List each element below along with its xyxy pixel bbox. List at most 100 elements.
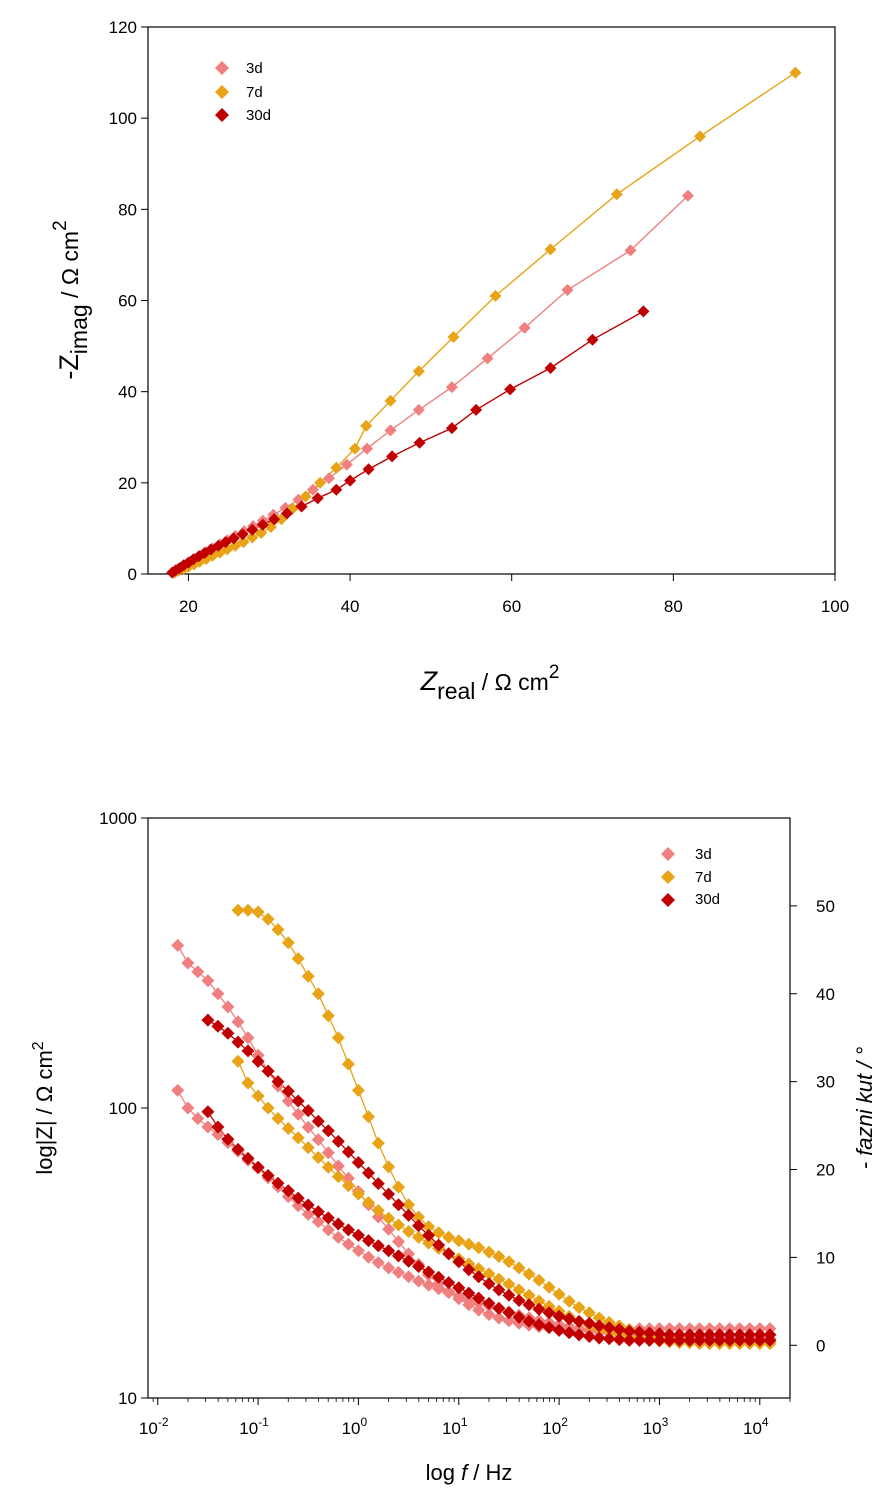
data-point-30d-phase: [422, 1228, 436, 1242]
data-point-3d-phase: [402, 1247, 416, 1261]
data-point-3d-modulus: [362, 1250, 375, 1264]
data-point-7d-modulus: [492, 1272, 506, 1286]
data-point-30d-modulus: [331, 1217, 345, 1231]
data-point-30d: [413, 436, 426, 449]
data-point-30d-modulus: [341, 1223, 355, 1237]
data-point-3d-phase: [492, 1311, 506, 1325]
data-point-30d: [586, 333, 599, 346]
data-point-3d-phase: [281, 1094, 295, 1108]
data-point-7d: [610, 188, 623, 201]
data-point-30d-modulus: [351, 1228, 365, 1242]
data-point-3d: [361, 442, 373, 455]
data-point-30d: [295, 500, 308, 513]
bode-y-right-tick-label: 40: [816, 985, 835, 1004]
data-point-3d-modulus: [181, 1101, 195, 1115]
bode-x-tick-exponent: -1: [258, 1415, 269, 1429]
data-point-30d-modulus: [542, 1321, 556, 1334]
data-point-30d-modulus: [412, 1260, 426, 1273]
nyquist-x-title-main: Z: [420, 666, 439, 696]
data-point-3d: [279, 501, 292, 514]
data-point-3d-modulus: [422, 1278, 436, 1292]
data-point-30d-modulus: [251, 1160, 265, 1174]
data-point-7d-phase: [362, 1110, 375, 1124]
legend-marker-7d: [661, 870, 675, 884]
data-point-3d-modulus: [201, 1120, 215, 1134]
data-point-30d-modulus: [743, 1333, 757, 1347]
nyquist-y-tick-label: 120: [109, 18, 137, 37]
data-point-30d-phase: [362, 1166, 375, 1180]
data-point-30d: [330, 483, 343, 496]
data-point-7d-phase: [331, 1031, 345, 1045]
data-point-3d-modulus: [291, 1199, 305, 1213]
data-point-7d: [447, 331, 460, 343]
data-point-3d-modulus: [211, 1128, 225, 1141]
data-point-3d-modulus: [402, 1270, 416, 1284]
data-point-3d-phase: [331, 1159, 345, 1173]
data-point-3d-phase: [341, 1171, 355, 1185]
data-point-30d-modulus: [642, 1333, 656, 1347]
data-point-3d-phase: [241, 1031, 255, 1045]
data-point-3d-phase: [382, 1222, 396, 1236]
nyquist-y-title-sub: imag: [66, 304, 92, 354]
nyquist-fit-lines: [171, 72, 796, 574]
data-point-30d-modulus: [442, 1276, 456, 1290]
data-point-30d-phase: [462, 1263, 476, 1277]
data-point-7d-modulus: [412, 1230, 426, 1244]
nyquist-y-title-main: -Z: [54, 354, 84, 379]
data-point-30d-phase: [482, 1277, 496, 1291]
bode-x-tick-base: 10: [743, 1419, 762, 1438]
data-point-30d-phase: [341, 1145, 355, 1159]
data-point-7d-modulus: [231, 1054, 245, 1068]
data-point-3d-phase: [321, 1146, 335, 1160]
data-point-30d-phase: [211, 1019, 225, 1033]
data-point-3d-modulus: [371, 1256, 385, 1270]
data-point-30d-modulus: [371, 1239, 385, 1253]
data-point-30d-phase: [562, 1312, 576, 1326]
nyquist-x-tick-label: 60: [502, 597, 521, 616]
nyquist-x-tick-label: 40: [341, 597, 360, 616]
data-point-30d-modulus: [422, 1265, 436, 1279]
data-point-7d-phase: [251, 905, 265, 919]
legend-marker-30d: [215, 108, 229, 122]
data-point-30d-phase: [522, 1298, 536, 1312]
data-point-30d-modulus: [321, 1211, 335, 1225]
data-point-7d-phase: [462, 1237, 476, 1251]
bode-x-tick-label: 10-1: [239, 1415, 269, 1438]
data-point-30d: [445, 422, 458, 435]
data-point-7d: [314, 476, 327, 489]
data-point-30d-phase: [371, 1177, 385, 1191]
data-point-30d-phase: [642, 1326, 656, 1340]
data-point-7d-phase: [371, 1136, 385, 1150]
data-point-3d-modulus: [301, 1207, 315, 1221]
data-point-30d-modulus: [492, 1301, 506, 1315]
data-point-3d-phase: [181, 956, 195, 970]
data-point-7d-modulus: [281, 1122, 295, 1135]
data-point-3d-modulus: [321, 1223, 335, 1237]
data-point-7d-modulus: [362, 1196, 375, 1210]
data-point-30d-modulus: [281, 1184, 295, 1198]
nyquist-x-title-unit: / Ω cm: [475, 669, 548, 695]
data-point-3d: [518, 321, 531, 334]
data-point-7d-phase: [261, 912, 275, 926]
bode-y-right-tick-label: 0: [816, 1336, 825, 1355]
data-point-30d-modulus: [612, 1333, 626, 1347]
data-point-30d-modulus: [713, 1333, 727, 1347]
nyquist-x-tick-label: 20: [179, 597, 198, 616]
legend-marker-3d: [215, 61, 229, 75]
data-point-7d-modulus: [271, 1112, 285, 1125]
data-point-3d-modulus: [351, 1244, 365, 1258]
data-point-30d-phase: [331, 1134, 345, 1148]
nyquist-y-tick-label: 40: [118, 383, 137, 402]
data-point-7d-phase: [592, 1311, 606, 1325]
data-point-7d-modulus: [522, 1288, 536, 1302]
data-point-30d-modulus: [362, 1234, 375, 1248]
data-point-7d: [330, 461, 343, 474]
nyquist-y-tick-label: 20: [118, 474, 137, 493]
data-point-30d: [386, 450, 399, 463]
data-point-30d-phase: [572, 1315, 586, 1328]
bode-x-title-italic: f: [461, 1460, 470, 1485]
data-point-30d-phase: [241, 1044, 255, 1058]
data-point-3d-phase: [291, 1107, 305, 1121]
data-point-3d: [445, 381, 458, 394]
data-point-7d: [360, 419, 373, 432]
